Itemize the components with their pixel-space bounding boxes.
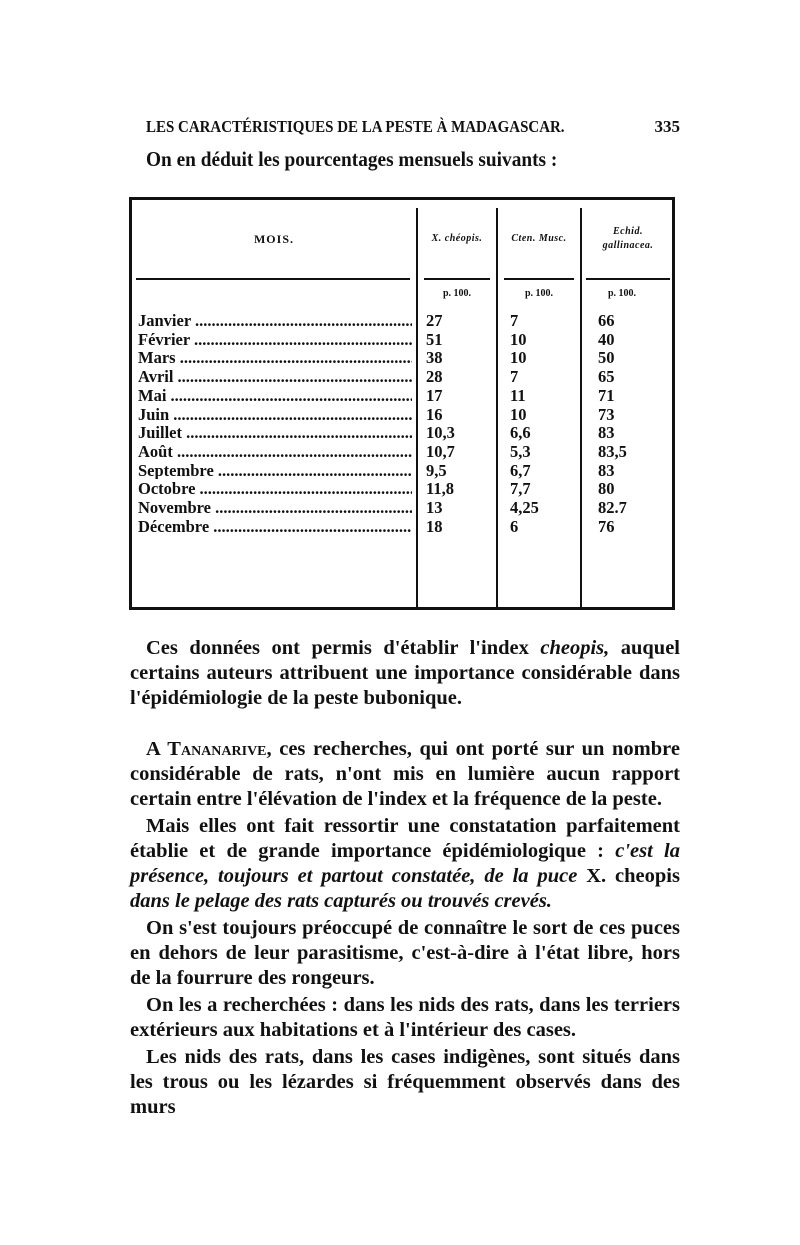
month-cell: Décembre ...............................… xyxy=(138,517,412,535)
column-divider xyxy=(416,208,418,607)
table-row: Octobre ................................… xyxy=(138,480,674,497)
value-cell: 7 xyxy=(510,311,519,330)
month-cell: Mars ...................................… xyxy=(138,349,412,367)
value-cell: 6,6 xyxy=(510,423,531,443)
value-cell: 80 xyxy=(598,479,615,499)
header-mois: MOIS. xyxy=(253,232,294,246)
value-cell: 27 xyxy=(426,311,443,330)
table-row: Janvier ................................… xyxy=(138,312,674,329)
value-cell: 71 xyxy=(598,385,615,405)
value-cell: 6,7 xyxy=(510,460,531,480)
unit-label: p. 100. xyxy=(524,288,554,299)
value-cell: 6 xyxy=(510,516,519,536)
text-run: , ces recherches, qui ont porté sur un n… xyxy=(130,738,680,810)
text-run: A xyxy=(146,738,168,760)
unit-label: p. 100. xyxy=(607,288,637,299)
table-row: Juin ...................................… xyxy=(138,406,674,423)
header-rule xyxy=(504,278,574,280)
italic-text: cheopis, xyxy=(540,637,610,659)
body-text: Ces données ont permis d'établir l'index… xyxy=(130,636,680,1120)
value-cell: 5,3 xyxy=(510,441,531,461)
month-cell: Mai ....................................… xyxy=(138,386,412,404)
month-cell: Avril ..................................… xyxy=(138,368,412,386)
value-cell: 10 xyxy=(510,329,527,349)
month-cell: Janvier ................................… xyxy=(138,312,412,329)
table-row: Mars ...................................… xyxy=(138,349,674,366)
value-cell: 66 xyxy=(598,311,615,330)
value-cell: 10 xyxy=(510,348,527,368)
month-cell: Novembre ...............................… xyxy=(138,499,412,516)
paragraph: On s'est toujours préoccupé de connaître… xyxy=(130,916,680,991)
text-run: Mais elles ont fait ressortir une consta… xyxy=(130,815,680,862)
paragraph: A Tananarive, ces recherches, qui ont po… xyxy=(130,737,680,812)
month-cell: Juillet ................................… xyxy=(138,424,412,442)
text-run: X. cheopis xyxy=(586,865,680,887)
value-cell: 83,5 xyxy=(598,441,627,461)
running-title: LES CARACTÉRISTIQUES DE LA PESTE À MADAG… xyxy=(146,117,565,136)
value-cell: 11 xyxy=(510,385,526,405)
value-cell: 10,3 xyxy=(426,423,455,443)
value-cell: 10 xyxy=(510,404,527,424)
value-cell: 9,5 xyxy=(426,460,447,480)
text-run: On les a recherchées : dans les nids des… xyxy=(130,994,680,1041)
value-cell: 11,8 xyxy=(426,479,454,499)
value-cell: 7 xyxy=(510,367,519,387)
table-row: Juillet ................................… xyxy=(138,424,674,441)
column-divider xyxy=(496,208,498,607)
month-cell: Octobre ................................… xyxy=(138,480,412,498)
month-cell: Juin ...................................… xyxy=(138,405,412,423)
value-cell: 76 xyxy=(598,516,615,536)
paragraph: On les a recherchées : dans les nids des… xyxy=(130,993,680,1043)
italic-text: dans le pelage des rats capturés ou trou… xyxy=(130,890,552,912)
value-cell: 10,7 xyxy=(426,441,455,461)
value-cell: 50 xyxy=(598,348,615,368)
value-cell: 51 xyxy=(426,329,443,349)
value-cell: 65 xyxy=(598,367,615,387)
value-cell: 40 xyxy=(598,329,615,349)
paragraph: Mais elles ont fait ressortir une consta… xyxy=(130,814,680,914)
month-cell: Août ...................................… xyxy=(138,442,412,460)
value-cell: 7,7 xyxy=(510,479,531,499)
header-echid-gallinacea: Echid. gallinacea. xyxy=(602,226,654,251)
value-cell: 16 xyxy=(426,404,443,424)
value-cell: 18 xyxy=(426,516,443,536)
value-cell: 4,25 xyxy=(510,498,539,517)
column-divider xyxy=(580,208,582,607)
paragraph: Ces données ont permis d'établir l'index… xyxy=(130,636,680,711)
table-row: Septembre ..............................… xyxy=(138,462,674,479)
text-run: On s'est toujours préoccupé de connaître… xyxy=(130,917,680,989)
table-row: Décembre ...............................… xyxy=(138,518,674,535)
page-number: 335 xyxy=(654,117,681,136)
value-cell: 82.7 xyxy=(598,498,627,517)
value-cell: 13 xyxy=(426,498,443,517)
running-header: LES CARACTÉRISTIQUES DE LA PESTE À MADAG… xyxy=(146,116,680,138)
value-cell: 73 xyxy=(598,404,615,424)
header-rule xyxy=(424,278,490,280)
month-cell: Février ................................… xyxy=(138,330,412,348)
intro-sentence: On en déduit les pourcentages mensuels s… xyxy=(146,147,558,171)
text-run: auquel certains auteurs attribuent une i… xyxy=(130,637,680,709)
italic-text: c'est la présence, toujours et partout c… xyxy=(130,840,681,887)
text-run: Tananarive xyxy=(167,738,267,760)
table-row: Novembre ...............................… xyxy=(138,499,674,516)
value-cell: 83 xyxy=(598,423,615,443)
monthly-percentages-table: MOIS. X. chéopis. Cten. Musc. Echid. gal… xyxy=(129,197,675,610)
unit-label: p. 100. xyxy=(442,288,472,299)
text-run: Ces données ont permis d'établir l'index xyxy=(146,637,541,659)
table-row: Mai ....................................… xyxy=(138,387,674,404)
header-rule xyxy=(586,278,670,280)
header-cten-musc: Cten. Musc. xyxy=(511,233,567,244)
header-x-cheopis: X. chéopis. xyxy=(431,233,483,244)
table-row: Février ................................… xyxy=(138,331,674,348)
value-cell: 38 xyxy=(426,348,443,368)
table-row: Août ...................................… xyxy=(138,443,674,460)
value-cell: 83 xyxy=(598,460,615,480)
table-row: Avril ..................................… xyxy=(138,368,674,385)
header-rule xyxy=(136,278,410,280)
value-cell: 28 xyxy=(426,367,443,387)
text-run: Les nids des rats, dans les cases indigè… xyxy=(130,1046,680,1118)
month-cell: Septembre ..............................… xyxy=(138,461,412,479)
value-cell: 17 xyxy=(426,385,443,405)
paragraph: Les nids des rats, dans les cases indigè… xyxy=(130,1045,680,1120)
